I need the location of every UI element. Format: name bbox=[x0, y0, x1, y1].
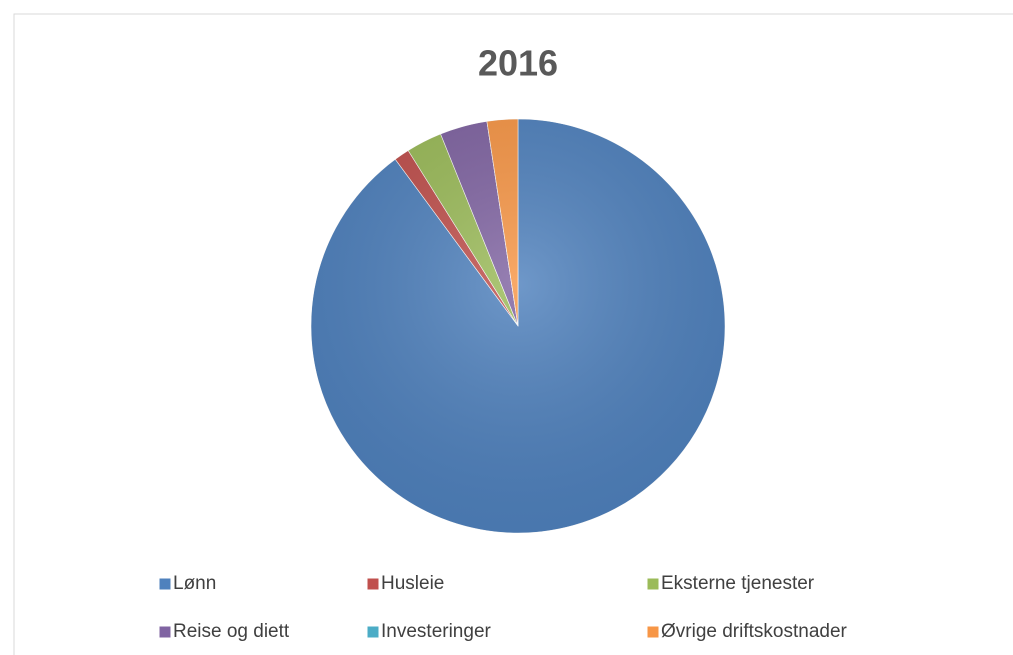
legend-label: Lønn bbox=[173, 573, 216, 594]
legend-swatch bbox=[158, 625, 172, 639]
legend-swatch bbox=[366, 625, 380, 639]
legend-swatch bbox=[646, 625, 660, 639]
legend-label: Øvrige driftskostnader bbox=[661, 621, 848, 642]
chart-border bbox=[13, 13, 1013, 655]
legend-label: Husleie bbox=[381, 573, 444, 594]
chart-title: 2016 bbox=[478, 43, 558, 84]
legend-label: Eksterne tjenester bbox=[661, 573, 815, 594]
legend-swatch bbox=[158, 577, 172, 591]
legend-swatch bbox=[366, 577, 380, 591]
legend-label: Investeringer bbox=[381, 621, 492, 642]
legend-swatch bbox=[646, 577, 660, 591]
legend-label: Reise og diett bbox=[173, 621, 290, 642]
